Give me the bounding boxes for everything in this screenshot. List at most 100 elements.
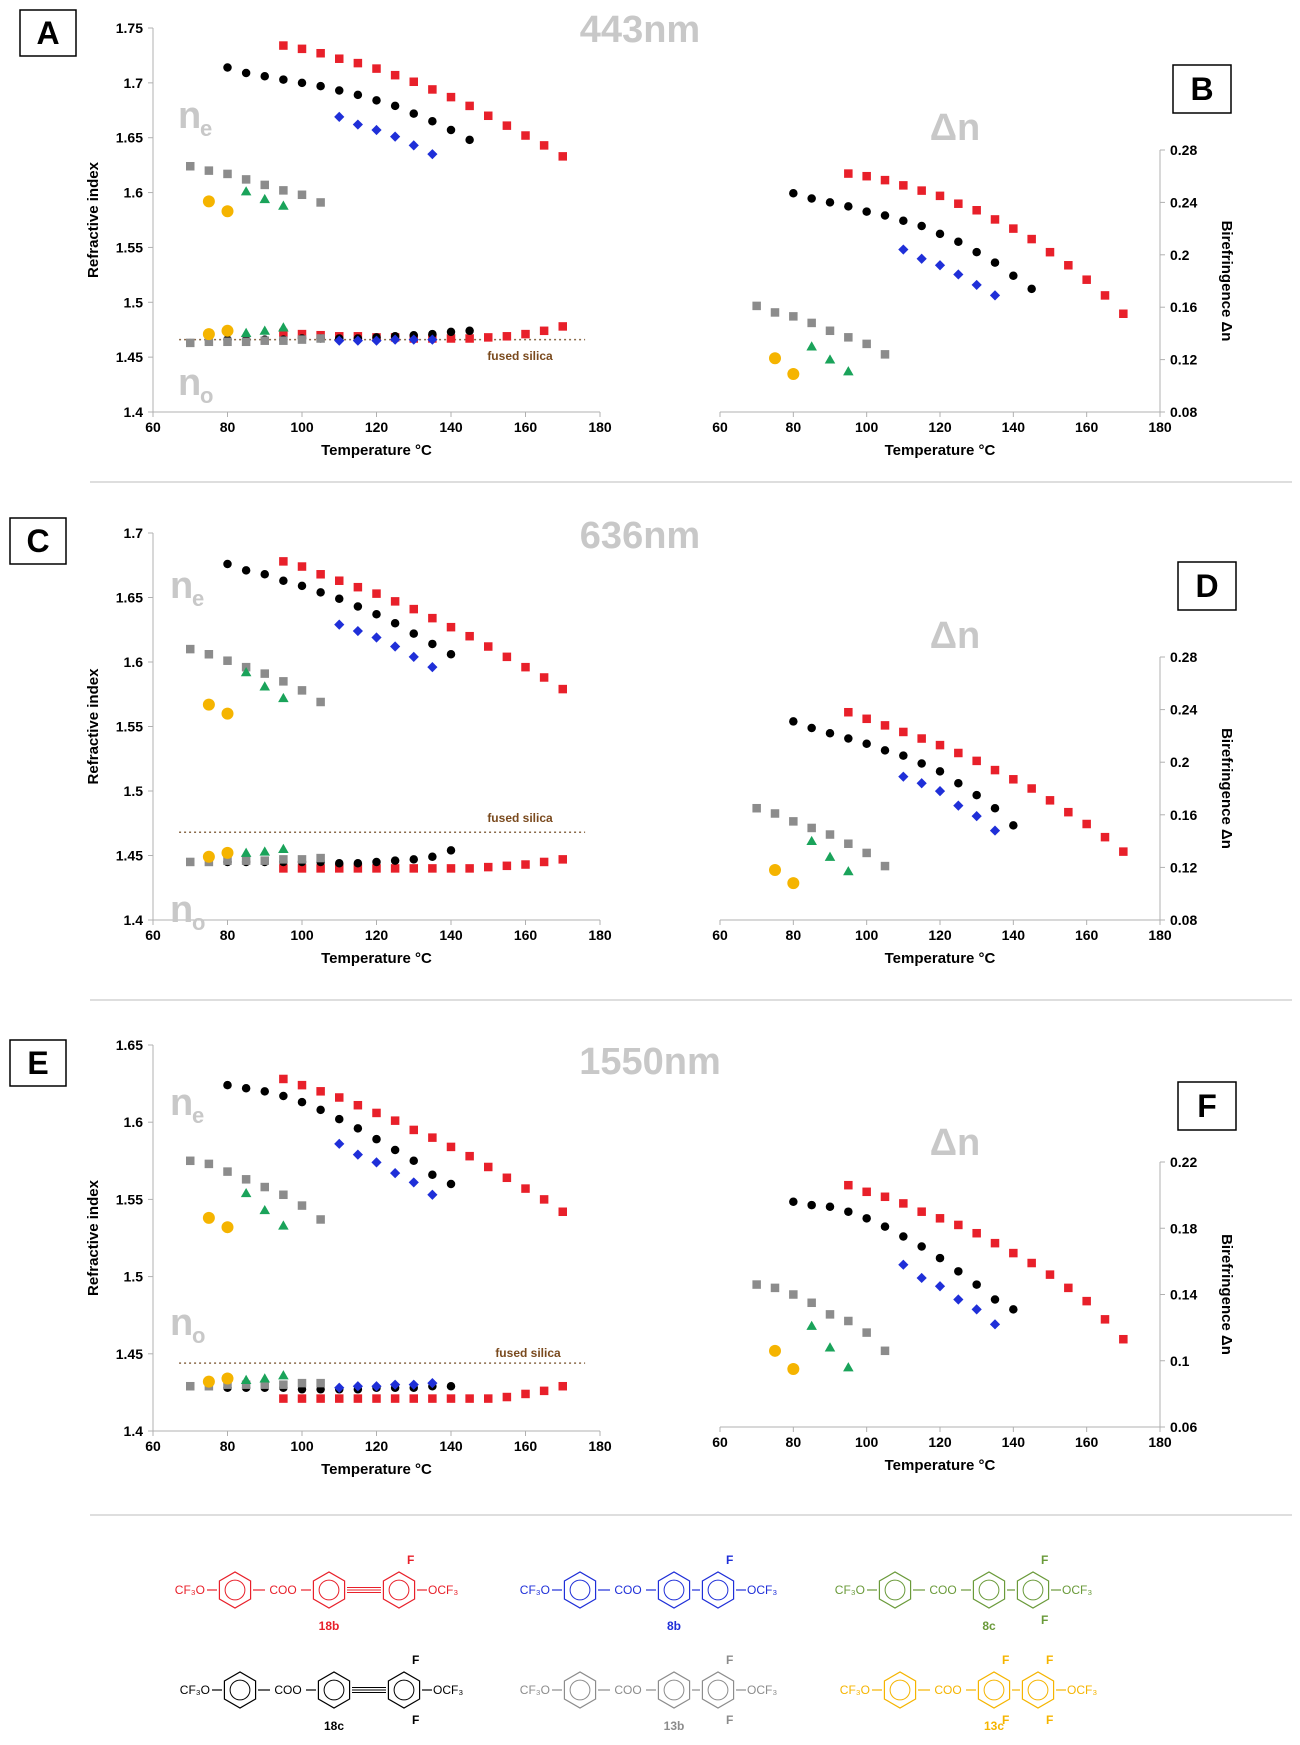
data-point-13b xyxy=(241,1380,251,1389)
x-tick-label: 140 xyxy=(1002,927,1026,943)
data-point-18b xyxy=(972,206,981,215)
series-8c-no xyxy=(240,1370,289,1385)
y-tick-label: 1.65 xyxy=(116,1037,143,1053)
data-point-13b xyxy=(316,853,325,863)
data-point-18c xyxy=(223,1080,232,1090)
x-tick-label: 60 xyxy=(712,927,728,943)
data-point-8b xyxy=(934,260,946,271)
no-label: n xyxy=(170,889,193,931)
y-tick-label: 1.6 xyxy=(124,654,144,670)
data-point-18b xyxy=(297,1080,307,1090)
data-point-18b xyxy=(1100,291,1110,300)
data-point-18b xyxy=(279,557,288,566)
structure-13b: CF₃O COO OCF₃ F F 13b xyxy=(520,1653,778,1733)
data-point-18b xyxy=(502,121,512,130)
data-point-18b xyxy=(1027,1258,1036,1268)
data-point-13b xyxy=(241,856,251,865)
data-point-13c xyxy=(202,698,215,711)
chart-panel-b: 60 80 100 120 140 160 180 Temperature °C 0.08 0.1… xyxy=(712,64,1235,459)
data-point-13b xyxy=(260,856,269,865)
x-tick-label: 80 xyxy=(786,1434,802,1450)
y-tick-label: 1.45 xyxy=(116,1346,143,1362)
data-point-13b xyxy=(789,817,798,826)
data-point-18b xyxy=(372,589,381,598)
data-point-18c xyxy=(899,751,908,760)
panel-letter: C xyxy=(26,523,49,559)
delta-n-title: Δn xyxy=(930,107,981,149)
data-point-13b xyxy=(316,1215,325,1224)
series-8c xyxy=(806,341,854,376)
data-point-18b xyxy=(297,1394,307,1403)
aromatic-circle xyxy=(323,1679,345,1701)
data-point-18c xyxy=(862,207,871,216)
series-8c-no xyxy=(240,843,289,857)
data-point-8c xyxy=(806,1320,817,1330)
aromatic-circle xyxy=(224,1579,246,1601)
ne-label: n xyxy=(170,1082,193,1124)
series-8c xyxy=(806,1320,854,1372)
data-point-18b xyxy=(297,44,307,54)
data-point-8b xyxy=(971,811,982,822)
x-tick-label: 100 xyxy=(855,927,879,943)
data-point-18b xyxy=(1082,819,1091,829)
y-tick-label: 0.18 xyxy=(1170,1220,1197,1236)
series-18b-no xyxy=(279,1381,567,1403)
data-point-18b xyxy=(1100,1315,1110,1324)
data-point-13b xyxy=(789,1290,798,1299)
data-point-13b xyxy=(316,334,325,343)
data-point-13c xyxy=(769,352,781,365)
data-point-13b xyxy=(316,697,325,707)
series-8b xyxy=(898,244,1001,301)
x-tick-label: 160 xyxy=(514,419,538,435)
data-point-13b xyxy=(770,308,780,317)
y-tick-label: 0.22 xyxy=(1170,1154,1197,1170)
data-point-8b xyxy=(334,111,345,122)
data-point-13b xyxy=(297,190,307,200)
series-13b-ne xyxy=(186,161,325,207)
data-point-18b xyxy=(372,1394,381,1403)
data-point-18c xyxy=(844,1207,853,1216)
ester-link: COO xyxy=(929,1583,956,1597)
x-tick-label: 160 xyxy=(1075,419,1099,435)
data-point-18c xyxy=(316,588,325,597)
series-8c-no xyxy=(240,322,289,337)
data-point-18b xyxy=(502,1392,512,1402)
data-point-13b xyxy=(260,669,269,678)
data-point-18c xyxy=(316,1105,325,1115)
data-point-8c xyxy=(278,692,289,703)
data-point-13c xyxy=(769,1344,781,1357)
data-point-8b xyxy=(427,334,438,345)
series-8b-no xyxy=(334,1378,438,1393)
x-tick-label: 80 xyxy=(786,419,802,435)
data-point-18c xyxy=(1027,284,1036,294)
data-point-13b xyxy=(825,1310,835,1319)
data-point-13b xyxy=(297,686,307,695)
data-point-13b xyxy=(880,350,890,359)
chart-panel-e: 60 80 100 120 140 160 180 Temperature °C 1.4 1.45… xyxy=(9,1037,721,1478)
series-13c xyxy=(769,864,800,890)
data-point-13b xyxy=(316,1378,325,1388)
wavelength-title: 1550nm xyxy=(579,1041,721,1083)
series-8c-ne xyxy=(240,667,289,703)
data-point-18c xyxy=(316,81,325,91)
data-point-13b xyxy=(770,809,780,818)
data-point-8c xyxy=(843,866,854,876)
data-point-8b xyxy=(352,1381,363,1392)
data-point-18c xyxy=(465,326,474,336)
data-point-8c xyxy=(240,1374,252,1385)
data-point-18b xyxy=(899,181,908,190)
y-tick-label: 0.14 xyxy=(1170,1287,1197,1303)
data-point-18b xyxy=(428,864,437,873)
data-point-18b xyxy=(521,1389,530,1399)
aromatic-circle xyxy=(1022,1579,1044,1601)
data-point-13b xyxy=(880,1346,890,1356)
data-point-18c xyxy=(807,723,816,733)
data-point-13b xyxy=(241,337,251,347)
data-point-18b xyxy=(465,334,474,343)
panel-letter-box xyxy=(1172,64,1232,114)
x-tick-label: 140 xyxy=(439,419,463,435)
data-point-13b xyxy=(186,857,195,867)
fluorine-atom: F xyxy=(726,1713,733,1727)
data-point-13b xyxy=(186,1381,195,1391)
